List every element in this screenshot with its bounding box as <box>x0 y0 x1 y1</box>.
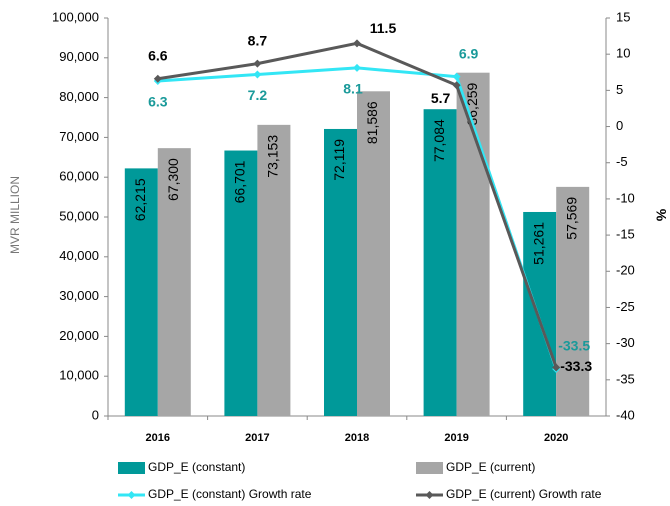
y-tick-label: 40,000 <box>59 248 99 263</box>
bar-value-label: 77,084 <box>431 119 447 162</box>
y-tick-label: 50,000 <box>59 208 99 223</box>
line-marker <box>153 74 162 83</box>
bar <box>523 211 557 416</box>
bar-value-label: 67,300 <box>165 158 181 201</box>
y-tick-label: 0 <box>92 407 99 422</box>
x-tick-label: 2016 <box>146 432 170 444</box>
legend-label: GDP_E (current) Growth rate <box>446 487 602 501</box>
bar <box>357 91 390 416</box>
line-value-label: 8.1 <box>343 81 363 97</box>
y2-tick-label: -5 <box>616 154 628 169</box>
bar <box>423 109 457 416</box>
bar <box>224 150 258 416</box>
bar <box>324 128 357 417</box>
line-value-label: 5.7 <box>431 90 451 106</box>
y2-tick-label: -25 <box>616 299 635 314</box>
y-tick-label: 30,000 <box>59 288 99 303</box>
line-marker <box>452 72 461 81</box>
y2-tick-label: 10 <box>616 46 630 61</box>
y2-tick-label: -35 <box>616 371 635 386</box>
x-tick-label: 2018 <box>345 432 369 444</box>
bar-value-label: 73,153 <box>265 135 281 178</box>
y-tick-label: 10,000 <box>59 368 99 383</box>
bar <box>257 124 291 416</box>
line-value-label: -33.5 <box>558 338 590 354</box>
line-value-label: 6.3 <box>148 94 168 110</box>
bar-value-label: 51,261 <box>530 222 546 265</box>
y2-tick-label: -30 <box>616 335 635 350</box>
legend-swatch <box>118 462 145 474</box>
bar <box>157 148 191 416</box>
line-marker <box>353 39 361 48</box>
bar-value-label: 72,119 <box>331 139 347 181</box>
line-value-label: 6.9 <box>459 45 479 61</box>
y-tick-label: 90,000 <box>59 49 99 64</box>
y2-tick-label: -40 <box>616 407 635 422</box>
y2-axis-title: % <box>653 209 669 222</box>
line-marker <box>552 363 561 372</box>
line-marker <box>353 63 361 72</box>
legend-marker <box>127 491 136 499</box>
y-tick-label: 60,000 <box>59 169 99 184</box>
line-value-label: -33.3 <box>560 358 592 374</box>
line-marker <box>253 70 262 79</box>
bar-value-label: 66,701 <box>232 160 248 203</box>
line-marker <box>253 59 262 68</box>
x-tick-label: 2019 <box>444 432 468 444</box>
y-axis-title: MVR MILLION <box>8 176 22 254</box>
bar-value-label: 62,215 <box>132 178 148 221</box>
line-value-label: 11.5 <box>370 20 397 36</box>
legend-swatch <box>416 462 443 474</box>
y2-tick-label: 15 <box>616 9 630 24</box>
y2-tick-label: 5 <box>616 82 623 97</box>
legend-marker <box>425 491 434 499</box>
bar <box>556 186 590 416</box>
y2-tick-label: -15 <box>616 227 635 242</box>
x-tick-label: 2020 <box>544 432 568 444</box>
x-tick-label: 2017 <box>245 432 269 444</box>
y-tick-label: 80,000 <box>59 89 99 104</box>
bar <box>124 168 158 416</box>
y-tick-label: 100,000 <box>52 9 99 24</box>
line-marker <box>452 81 461 90</box>
legend-label: GDP_E (current) <box>446 460 535 474</box>
y2-tick-label: 0 <box>616 118 623 133</box>
y2-tick-label: -20 <box>616 263 635 278</box>
line-value-label: 8.7 <box>248 32 268 48</box>
y-tick-label: 20,000 <box>59 328 99 343</box>
y2-tick-label: -10 <box>616 190 635 205</box>
y-tick-label: 70,000 <box>59 129 99 144</box>
legend-label: GDP_E (constant) Growth rate <box>148 487 312 501</box>
legend-label: GDP_E (constant) <box>148 460 245 474</box>
bar-value-label: 81,586 <box>364 101 380 144</box>
line-value-label: 7.2 <box>248 87 268 103</box>
line-value-label: 6.6 <box>148 47 168 63</box>
bar-value-label: 57,569 <box>563 197 579 240</box>
